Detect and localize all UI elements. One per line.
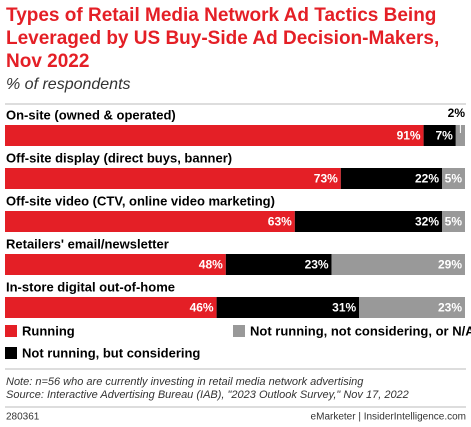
value-label: 91%: [397, 129, 421, 143]
bar-segment: [331, 254, 465, 275]
value-label: 23%: [438, 301, 462, 315]
category-label: Off-site video (CTV, online video market…: [6, 193, 275, 208]
category-label: On-site (owned & operated): [6, 107, 176, 122]
legend-label: Not running, but considering: [22, 345, 200, 360]
legend-swatch: [5, 325, 17, 337]
value-label: 5%: [445, 172, 463, 186]
value-label: 29%: [438, 258, 462, 272]
bar-segment: [5, 125, 424, 146]
bar-segment: [5, 254, 226, 275]
value-label: 23%: [305, 258, 329, 272]
credit: eMarketer | InsiderIntelligence.com: [311, 412, 466, 423]
bar-segment: [442, 211, 465, 232]
legend-swatch: [5, 347, 17, 359]
bar-segment: [5, 168, 341, 189]
value-label: 32%: [415, 215, 439, 229]
legend-label: Not running, not considering, or N/A: [250, 323, 471, 338]
chart-subtitle: % of respondents: [6, 76, 131, 93]
bar-segment: [455, 125, 465, 146]
value-label: 63%: [268, 215, 292, 229]
category-label: Retailers' email/newsletter: [6, 236, 169, 251]
legend-label: Running: [22, 323, 75, 338]
value-label: 46%: [190, 301, 214, 315]
bar-segment: [340, 168, 442, 189]
bar-segment: [442, 168, 465, 189]
bar-segment: [359, 297, 465, 318]
bar-segment: [5, 297, 217, 318]
note: Note: n=56 who are currently investing i…: [6, 376, 364, 388]
source: Source: Interactive Advertising Bureau (…: [6, 389, 409, 401]
value-label: 22%: [415, 172, 439, 186]
bar-segment: [294, 211, 442, 232]
category-label: In-store digital out-of-home: [6, 279, 175, 294]
chart-title: Types of Retail Media Network Ad Tactics…: [6, 5, 440, 72]
legend-swatch: [233, 325, 245, 337]
value-label: 31%: [332, 301, 356, 315]
bar-segment: [423, 125, 456, 146]
chart-id: 280361: [6, 412, 40, 423]
value-label: 73%: [314, 172, 338, 186]
value-label: 7%: [435, 129, 453, 143]
bar-segment: [225, 254, 332, 275]
category-label: Off-site display (direct buys, banner): [6, 150, 232, 165]
value-label: 2%: [448, 106, 466, 120]
value-label: 5%: [445, 215, 463, 229]
value-label: 48%: [199, 258, 223, 272]
bar-segment: [5, 211, 295, 232]
bar-segment: [216, 297, 360, 318]
